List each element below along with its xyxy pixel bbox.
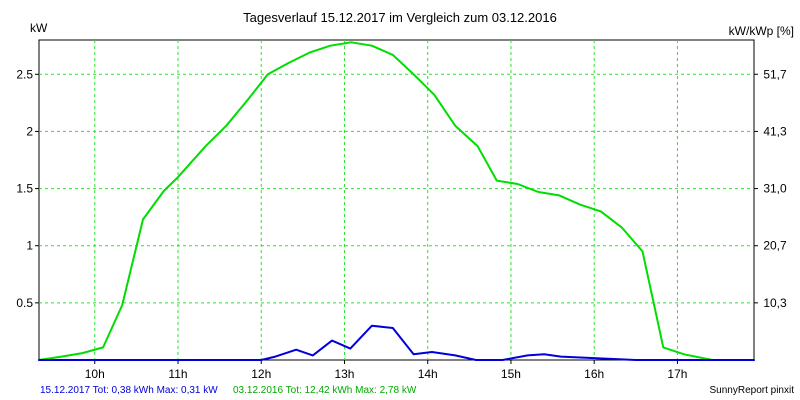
y-tick-label-left: 2 [26,124,33,138]
footer-credit: SunnyReport pinxit [710,385,795,396]
x-tick-label: 14h [418,367,438,381]
chart-title: Tagesverlauf 15.12.2017 im Vergleich zum… [243,10,557,25]
x-tick-label: 16h [584,367,604,381]
y-tick-label-right: 10,3 [763,296,787,310]
y-tick-label-right: 20,7 [763,239,787,253]
y-tick-label-left: 1 [26,239,33,253]
y-tick-label-right: 41,3 [763,124,787,138]
series-lines [38,41,755,361]
series-line-2016 [38,41,755,361]
y-tick-label-left: 2.5 [16,67,33,81]
x-tick-label: 17h [667,367,687,381]
y-tick-label-right: 31,0 [763,182,787,196]
y-tick-label-right: 51,7 [763,67,787,81]
x-tick-label: 10h [85,367,105,381]
y-axis-right-label: kW/kWp [%] [729,24,794,38]
footer-series2-info: 03.12.2016 Tot: 12,42 kWh Max: 2,78 kW [233,385,417,396]
series-line-2017 [38,324,755,361]
grid-lines [39,40,754,360]
axis-ticks: 10h 11h 12h 13h 14h 15h 16h 17h 0.5 10,3 1 20,7 1.5 3… [16,67,787,381]
plot-area [38,39,755,361]
y-tick-label-left: 0.5 [16,296,33,310]
x-tick-label: 11h [168,367,187,381]
x-tick-label: 15h [501,367,521,381]
footer-series1-info: 15.12.2017 Tot: 0,38 kWh Max: 0,31 kW [40,385,218,396]
y-axis-left-label: kW [30,21,48,35]
x-tick-label: 13h [334,367,354,381]
y-tick-label-left: 1.5 [16,182,33,196]
x-tick-label: 12h [251,367,271,381]
